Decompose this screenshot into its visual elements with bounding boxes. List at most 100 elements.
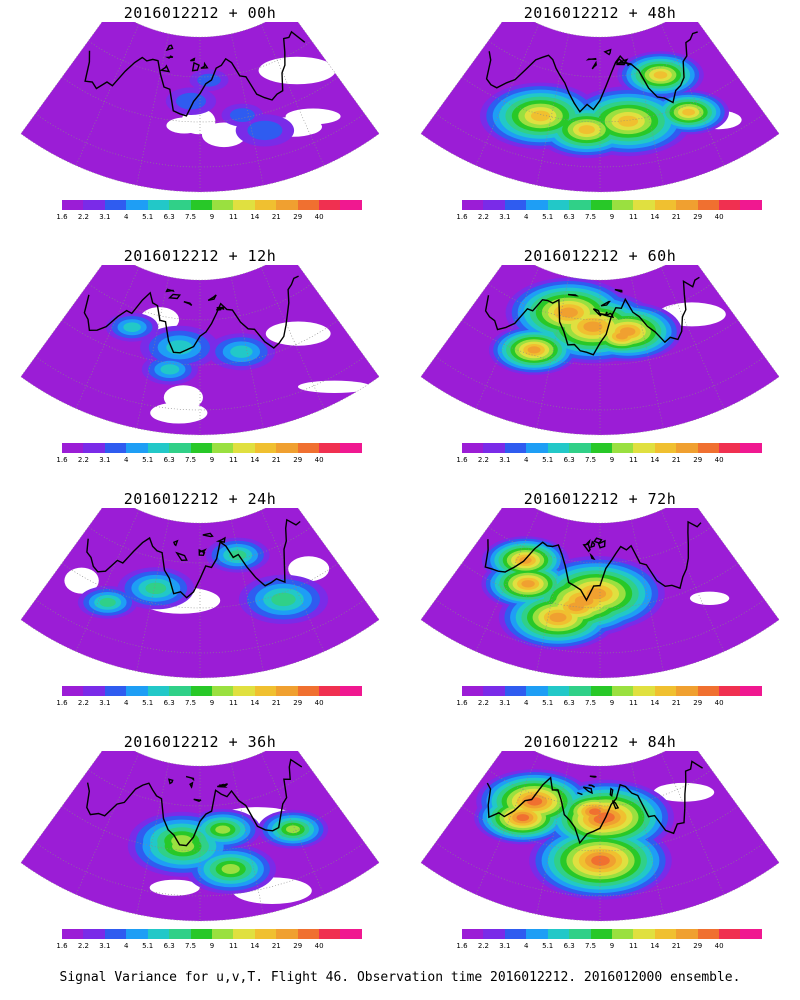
variance-contour xyxy=(286,825,300,834)
colorbar-tick-label: 29 xyxy=(293,213,303,221)
coastline xyxy=(84,30,306,117)
panel-60h: 2016012212 + 60h 1.6 2.2 3.1 4 5.1 6.3 7.5 9 11 1… xyxy=(400,243,800,491)
colorbar-cell xyxy=(211,443,234,453)
colorbar-tick-label: 3.1 xyxy=(99,213,111,221)
panel-24h: 2016012212 + 24h 1.6 2.2 3.1 4 5.1 6.3 7.5 9 11 1… xyxy=(0,486,400,734)
colorbar-cell xyxy=(483,200,505,210)
colorbar-cell xyxy=(633,686,655,696)
longitude-line xyxy=(136,276,170,429)
colorbar-labels: 1.6 2.2 3.1 4 5.1 6.3 7.5 9 11 14 21 29 40 xyxy=(452,456,772,466)
longitude-line xyxy=(475,23,540,166)
colorbar-tick-label: 3.1 xyxy=(99,456,111,464)
colorbar-cell xyxy=(104,443,127,453)
variance-map xyxy=(20,508,380,679)
longitude-line xyxy=(260,509,325,652)
colorbar-tick-label: 4 xyxy=(524,942,529,950)
colorbar-tick-label: 9 xyxy=(209,942,215,950)
longitude-line xyxy=(660,23,725,166)
colorbar-cell xyxy=(462,686,484,696)
panel-title: 2016012212 + 12h xyxy=(123,247,277,265)
colorbar-cell xyxy=(740,686,762,696)
colorbar-cell xyxy=(190,443,212,453)
colorbar-tick-label: 29 xyxy=(693,456,703,464)
longitude-line xyxy=(660,509,725,652)
longitude-line xyxy=(230,33,264,186)
colorbar-tick-label: 7.5 xyxy=(184,942,197,950)
colorbar-tick-label: 6.3 xyxy=(163,699,175,707)
colorbar-cell xyxy=(83,443,105,453)
colorbar-tick-label: 7.5 xyxy=(184,213,197,221)
panel-84h: 2016012212 + 84h 1.6 2.2 3.1 4 5.1 6.3 7.5 9 11 1… xyxy=(400,729,800,977)
colorbar-cell xyxy=(233,929,255,939)
panel-title: 2016012212 + 84h xyxy=(523,733,677,751)
colorbar xyxy=(462,443,762,453)
variance-field xyxy=(420,265,780,435)
colorbar-cell xyxy=(719,443,741,453)
colorbar-cell xyxy=(276,929,298,939)
colorbar-cell xyxy=(297,200,320,210)
colorbar-tick-label: 29 xyxy=(293,456,303,464)
coastline xyxy=(86,758,303,847)
colorbar-cell xyxy=(169,200,191,210)
longitude-line xyxy=(75,509,140,652)
panel-title: 2016012212 + 48h xyxy=(523,4,677,22)
variance-contour xyxy=(247,120,283,141)
variance-contour xyxy=(618,115,639,127)
missing-area xyxy=(298,380,371,393)
colorbar-tick-label: 4 xyxy=(124,699,129,707)
colorbar-tick-label: 2.2 xyxy=(477,942,489,950)
colorbar-tick-label: 1.6 xyxy=(456,213,468,221)
variance-contour xyxy=(230,345,253,358)
variance-field xyxy=(20,265,380,435)
colorbar-cell xyxy=(233,200,255,210)
colorbar-tick-label: 14 xyxy=(650,456,660,464)
colorbar-tick-label: 29 xyxy=(693,213,703,221)
colorbar-tick-label: 1.6 xyxy=(456,699,468,707)
colorbar-cell xyxy=(526,686,548,696)
variance-map xyxy=(20,265,380,436)
colorbar-cell xyxy=(462,200,484,210)
colorbar-cell xyxy=(611,929,634,939)
colorbar-cell xyxy=(190,686,212,696)
colorbar-cell xyxy=(169,686,191,696)
colorbar-cell xyxy=(740,443,762,453)
latitude-line xyxy=(61,319,339,366)
colorbar-cell xyxy=(611,443,634,453)
colorbar-tick-label: 14 xyxy=(650,699,660,707)
longitude-line xyxy=(536,33,570,186)
colorbar-cell xyxy=(233,686,255,696)
colorbar-cell xyxy=(319,200,341,210)
colorbar-cell xyxy=(147,443,170,453)
longitude-line xyxy=(136,519,170,672)
longitude-line xyxy=(475,509,540,652)
longitude-line xyxy=(230,762,264,915)
colorbar-tick-label: 7.5 xyxy=(584,699,597,707)
colorbar-tick-label: 21 xyxy=(671,456,681,464)
colorbar-tick-label: 9 xyxy=(609,699,615,707)
colorbar-cell xyxy=(504,200,527,210)
variance-map xyxy=(420,265,780,436)
colorbar-tick-label: 14 xyxy=(250,942,260,950)
colorbar-cell xyxy=(254,200,277,210)
colorbar-tick-label: 14 xyxy=(250,456,260,464)
colorbar-cell xyxy=(104,929,127,939)
colorbar-cell xyxy=(504,686,527,696)
colorbar-tick-label: 21 xyxy=(671,213,681,221)
colorbar-tick-label: 14 xyxy=(250,213,260,221)
colorbar-labels: 1.6 2.2 3.1 4 5.1 6.3 7.5 9 11 14 21 29 40 xyxy=(52,213,372,223)
colorbar-tick-label: 6.3 xyxy=(563,213,575,221)
colorbar-tick-label: 21 xyxy=(271,699,281,707)
colorbar-tick-label: 6.3 xyxy=(563,456,575,464)
colorbar-cell xyxy=(340,929,362,939)
longitude-line xyxy=(230,276,264,429)
coastline xyxy=(484,520,702,602)
variance-contour xyxy=(530,110,551,122)
colorbar xyxy=(462,686,762,696)
colorbar-labels: 1.6 2.2 3.1 4 5.1 6.3 7.5 9 11 14 21 29 40 xyxy=(452,213,772,223)
coastline xyxy=(486,760,703,845)
colorbar-cell xyxy=(297,443,320,453)
map-border xyxy=(20,265,380,436)
longitude-line xyxy=(536,762,570,915)
colorbar-labels: 1.6 2.2 3.1 4 5.1 6.3 7.5 9 11 14 21 29 40 xyxy=(52,456,372,466)
colorbar-tick-label: 6.3 xyxy=(163,456,175,464)
